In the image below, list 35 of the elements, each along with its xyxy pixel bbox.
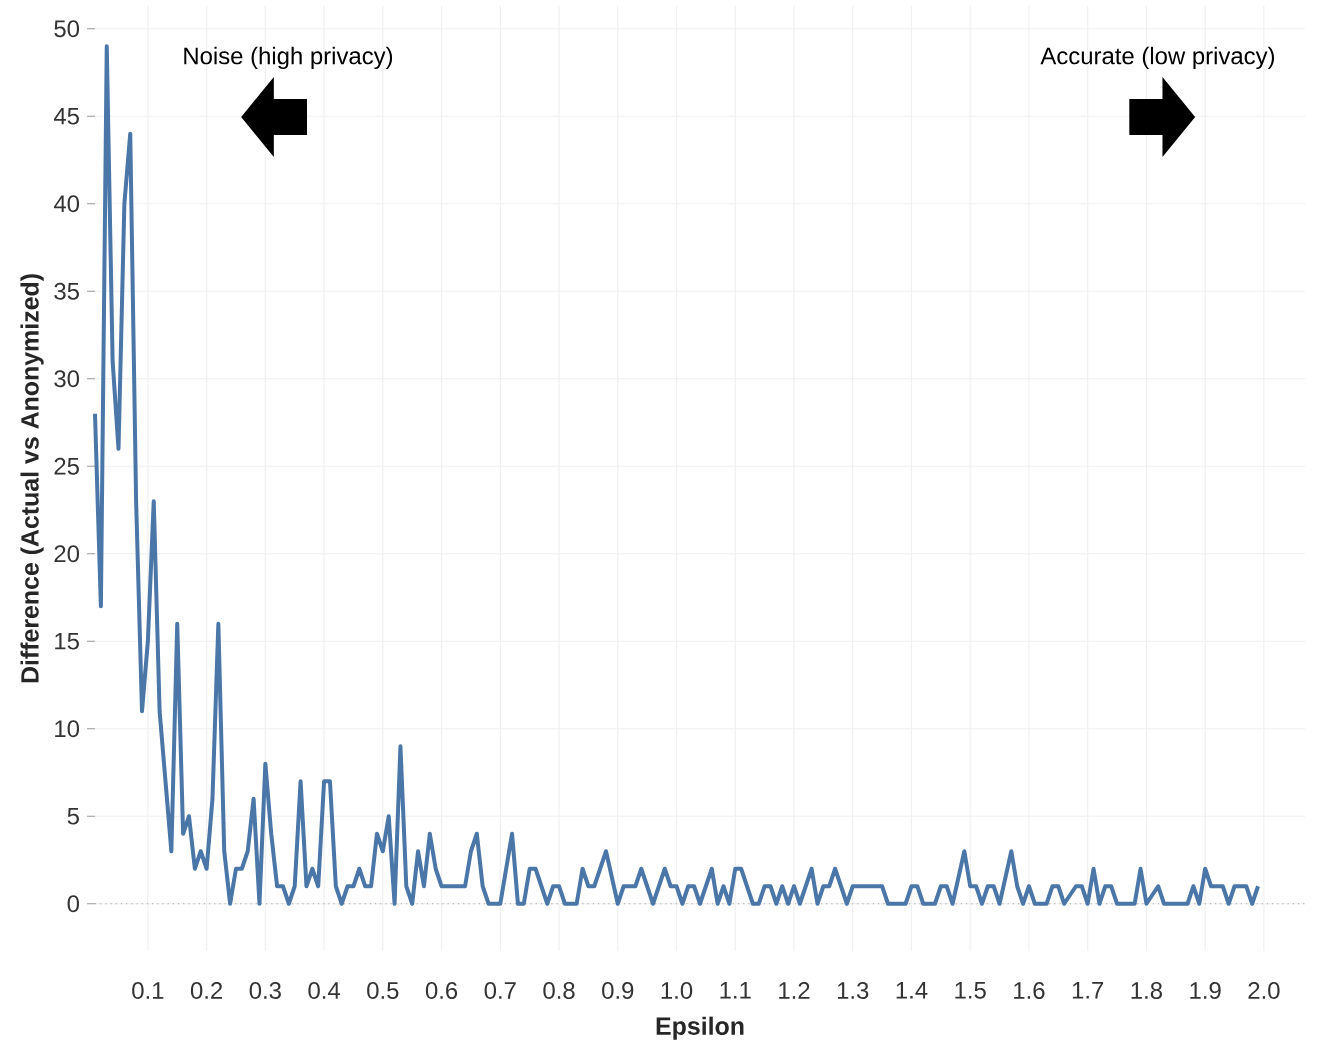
x-tick-label: 1.6 [1014,982,1045,999]
y-tick-label: 45 [53,107,79,125]
x-tick-label: 0.1 [132,982,164,999]
x-tick-label: 1.5 [955,982,986,999]
x-tick-label: 0.9 [602,982,634,999]
y-tick-label: 10 [55,720,80,738]
annotation: Noise (high privacy) [184,46,393,70]
y-tick-label: 15 [55,632,79,650]
x-tick-label: 0.4 [308,982,340,999]
y-tick-label: 40 [53,195,80,213]
x-tick-label: 1.7 [1072,982,1104,999]
x-tick-label: 1.8 [1131,982,1162,999]
y-tick-label: 5 [67,807,79,825]
x-axis-title: Epsilon [656,1016,744,1040]
x-tick-label: 0.3 [249,982,281,999]
y-tick-label: 30 [54,370,80,388]
x-tick-label: 0.7 [484,982,516,999]
y-tick-label: 25 [54,457,79,475]
annotation: Accurate (low privacy) [1040,46,1275,70]
y-tick-label: 0 [67,895,80,913]
y-tick-label: 50 [54,20,80,38]
x-tick-label: 1.0 [661,982,693,999]
x-tick-label: 0.8 [543,982,575,999]
x-tick-label: 1.4 [896,982,928,999]
x-tick-label: 0.2 [190,982,223,999]
y-axis-title: Difference (Actual vs Anonymized) [20,274,44,683]
x-tick-label: 0.5 [367,982,399,999]
y-tick-label: 20 [54,545,80,563]
x-tick-label: 1.9 [1190,982,1221,999]
x-tick-label: 1.3 [837,982,869,999]
x-tick-label: 1.1 [720,982,751,999]
y-tick-label: 35 [54,282,79,300]
x-tick-label: 2.0 [1248,982,1280,999]
x-tick-label: 1.2 [779,982,810,999]
x-tick-label: 0.6 [425,982,458,999]
